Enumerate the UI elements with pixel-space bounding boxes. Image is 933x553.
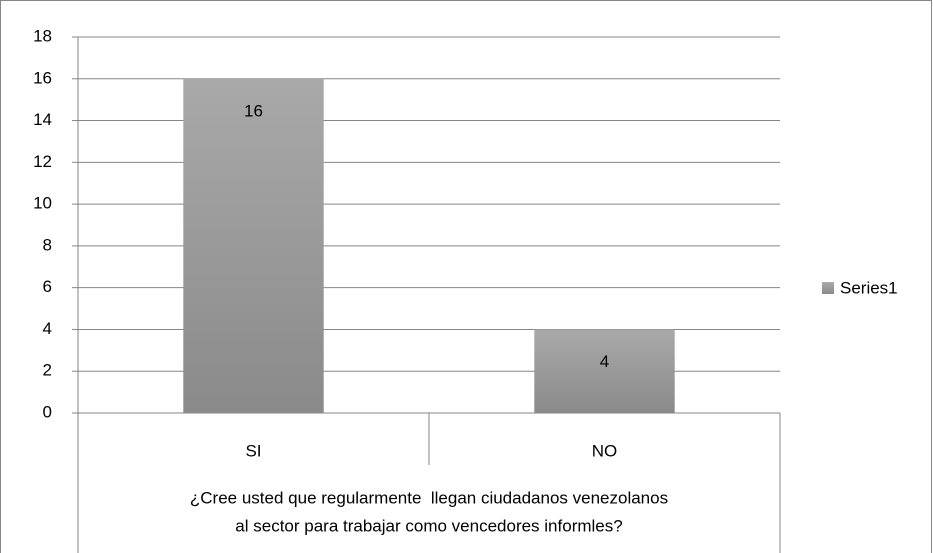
- x-tick-label: NO: [592, 441, 618, 460]
- y-tick-label: 18: [33, 26, 52, 45]
- y-tick-label: 4: [43, 319, 52, 338]
- y-tick-label: 6: [43, 277, 52, 296]
- legend-label: Series1: [840, 278, 898, 297]
- x-axis-label: ¿Cree usted que regularmente llegan ciud…: [190, 488, 668, 507]
- y-tick-label: 2: [43, 361, 52, 380]
- y-tick-label: 14: [33, 110, 52, 129]
- data-label: 16: [244, 101, 263, 120]
- legend-swatch: [822, 282, 834, 294]
- y-tick-label: 8: [43, 235, 52, 254]
- bar: [534, 329, 675, 413]
- data-label: 4: [600, 352, 609, 371]
- y-tick-label: 0: [43, 402, 52, 421]
- y-tick-label: 16: [33, 68, 52, 87]
- bar: [183, 78, 324, 414]
- y-tick-label: 10: [33, 194, 52, 213]
- y-tick-label: 12: [33, 152, 52, 171]
- x-tick-label: SI: [245, 441, 261, 460]
- x-axis-label: al sector para trabajar como vencedores …: [235, 516, 622, 535]
